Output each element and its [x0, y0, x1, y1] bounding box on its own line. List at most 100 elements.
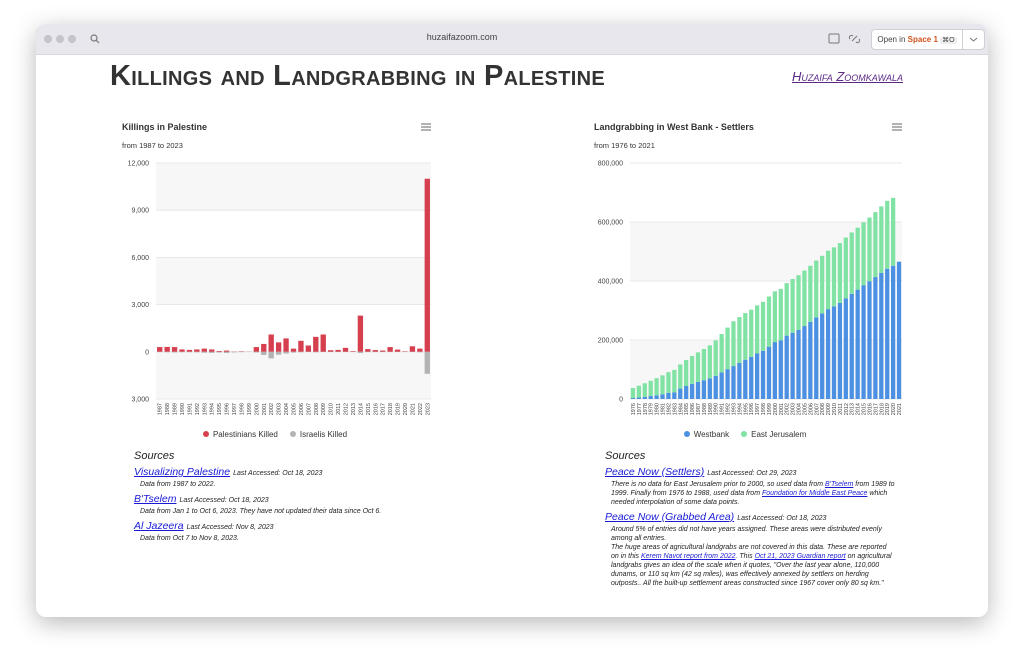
- x-tick-label: 2009: [826, 403, 832, 415]
- bar: [772, 342, 777, 399]
- source-link[interactable]: B'Tselem: [134, 493, 177, 505]
- menu-icon[interactable]: [421, 123, 431, 131]
- bar: [743, 359, 748, 399]
- url[interactable]: huzaifazoom.com: [426, 32, 498, 42]
- note-link[interactable]: Foundation for Middle East Peace: [761, 490, 868, 497]
- x-tick-label: 2021: [410, 403, 416, 415]
- bar: [342, 347, 349, 352]
- bar: [164, 346, 170, 352]
- bar: [365, 349, 371, 352]
- note-link[interactable]: B'Tselem: [825, 481, 854, 488]
- search-icon[interactable]: [90, 34, 100, 44]
- bar: [719, 334, 724, 373]
- bar: [216, 351, 222, 352]
- x-tick-label: 1992: [195, 403, 201, 415]
- charts: Killings in Palestine from 1987 to 2023 3,…: [122, 122, 903, 415]
- sources-heading: Sources: [605, 450, 646, 462]
- bar: [861, 222, 866, 286]
- bar: [849, 293, 854, 399]
- source-link[interactable]: Peace Now (Grabbed Area): [605, 511, 735, 523]
- x-tick-label: 1989: [708, 403, 714, 415]
- x-tick-label: 2011: [336, 403, 342, 415]
- x-tick-label: 1997: [755, 403, 761, 415]
- bar: [755, 305, 760, 354]
- x-tick-label: 2011: [838, 403, 844, 415]
- source-link[interactable]: Visualizing Palestine: [134, 466, 231, 478]
- source-note: The huge areas of agricultural landgrabs…: [611, 543, 895, 588]
- legend-item[interactable]: Palestinians Killed: [202, 429, 278, 439]
- x-tick-label: 1991: [187, 403, 193, 415]
- dropdown[interactable]: [962, 29, 985, 50]
- x-tick-label: 2014: [856, 403, 862, 415]
- sources: Sources Peace Now (Settlers) Last Accessed…: [605, 450, 895, 588]
- x-tick-label: 2020: [891, 403, 897, 415]
- bar: [642, 383, 647, 397]
- source-item: B'Tselem Last Accessed: Oct 18, 2023: [134, 489, 434, 507]
- source-note: Around 5% of entries did not have years …: [611, 525, 895, 543]
- bar: [731, 321, 736, 367]
- x-tick-label: 2010: [832, 403, 838, 415]
- source-item: Peace Now (Grabbed Area) Last Accessed: O…: [605, 507, 895, 525]
- bar: [843, 237, 848, 299]
- bar: [268, 334, 274, 352]
- x-tick-label: 1999: [767, 403, 773, 415]
- bar: [672, 392, 677, 399]
- bar: [707, 378, 712, 399]
- bar: [194, 351, 200, 353]
- x-tick-label: 2009: [321, 403, 327, 415]
- bar: [879, 206, 884, 273]
- x-tick-label: 2002: [269, 403, 275, 415]
- bar: [749, 356, 754, 399]
- bar: [320, 334, 326, 352]
- accessed: Last Accessed: Oct 29, 2023: [707, 470, 797, 477]
- window-button[interactable]: [44, 35, 52, 43]
- note-link[interactable]: Oct 21, 2023 Guardian report: [754, 553, 846, 560]
- source-note: There is no data for East Jerusalem prio…: [611, 480, 895, 507]
- source-note: Data from Oct 7 to Nov 8, 2023.: [140, 534, 434, 543]
- legend-item[interactable]: Israelis Killed: [289, 430, 347, 439]
- bar: [654, 395, 659, 399]
- x-tick-label: 1994: [210, 403, 216, 415]
- x-tick-label: 2019: [885, 403, 891, 415]
- bar: [157, 347, 163, 352]
- bar: [290, 348, 297, 352]
- legend-item[interactable]: Westbank: [683, 430, 729, 439]
- note-text: Data from Jan 1 to Oct 6, 2023. They hav…: [140, 508, 382, 515]
- x-tick-label: 2008: [314, 403, 320, 415]
- bar: [731, 366, 736, 399]
- chevron: [969, 37, 978, 42]
- bar: [253, 351, 260, 353]
- toolbar-icons[interactable]: [828, 33, 864, 45]
- bar: [275, 342, 282, 352]
- source-link[interactable]: Peace Now (Settlers): [605, 466, 705, 478]
- legend-label: Palestinians Killed: [212, 429, 278, 439]
- bar: [654, 378, 659, 396]
- bar: [630, 388, 636, 399]
- source-link[interactable]: Al Jazeera: [134, 520, 184, 532]
- x-tick-label: 1979: [649, 403, 655, 415]
- bar: [825, 309, 831, 399]
- bar: [171, 351, 178, 353]
- x-tick-label: 2021: [897, 403, 903, 415]
- plot-band: [630, 222, 902, 281]
- bar: [743, 313, 748, 360]
- bar: [666, 372, 671, 393]
- bar: [737, 317, 742, 363]
- space: Space 1: [907, 35, 938, 44]
- bar: [831, 306, 837, 399]
- window-button[interactable]: [68, 35, 76, 43]
- y-tick-label: 0: [145, 349, 149, 356]
- bar: [837, 243, 843, 303]
- x-tick-label: 1989: [173, 403, 179, 415]
- bar: [814, 317, 819, 399]
- x-tick-label: 2004: [797, 403, 803, 415]
- bar: [380, 350, 386, 352]
- note-link[interactable]: Kerem Navot report from 2022: [640, 553, 736, 560]
- window-button[interactable]: [56, 35, 64, 43]
- x-tick-label: 1999: [247, 403, 253, 415]
- author-link[interactable]: Huzaifa Zoomkawala: [792, 69, 903, 84]
- x-tick-label: 1987: [158, 403, 164, 415]
- menu-icon[interactable]: [892, 123, 902, 131]
- note-text: The huge areas of agricultural landgrabs…: [611, 544, 887, 560]
- legend-item[interactable]: East Jerusalem: [741, 430, 806, 439]
